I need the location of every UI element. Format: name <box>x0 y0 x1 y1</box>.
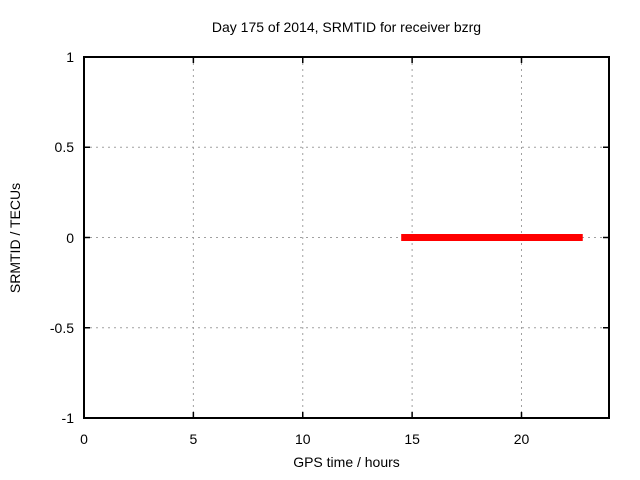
x-tick-label: 20 <box>513 431 530 447</box>
plot-border <box>83 56 610 419</box>
y-tick-label: -0.5 <box>49 319 74 336</box>
y-tick-label: -1 <box>61 410 74 426</box>
x-tick-label: 5 <box>189 431 198 447</box>
x-tick-label: 10 <box>294 431 311 447</box>
x-axis-label: GPS time / hours <box>293 454 400 470</box>
x-tick-label: 0 <box>80 431 88 447</box>
y-tick-label: 0 <box>66 229 74 246</box>
y-tick-label: 0.5 <box>54 139 74 156</box>
x-tick-label: 15 <box>404 431 420 447</box>
y-tick-label: 1 <box>66 49 74 65</box>
chart-title: Day 175 of 2014, SRMTID for receiver bzr… <box>211 19 482 35</box>
